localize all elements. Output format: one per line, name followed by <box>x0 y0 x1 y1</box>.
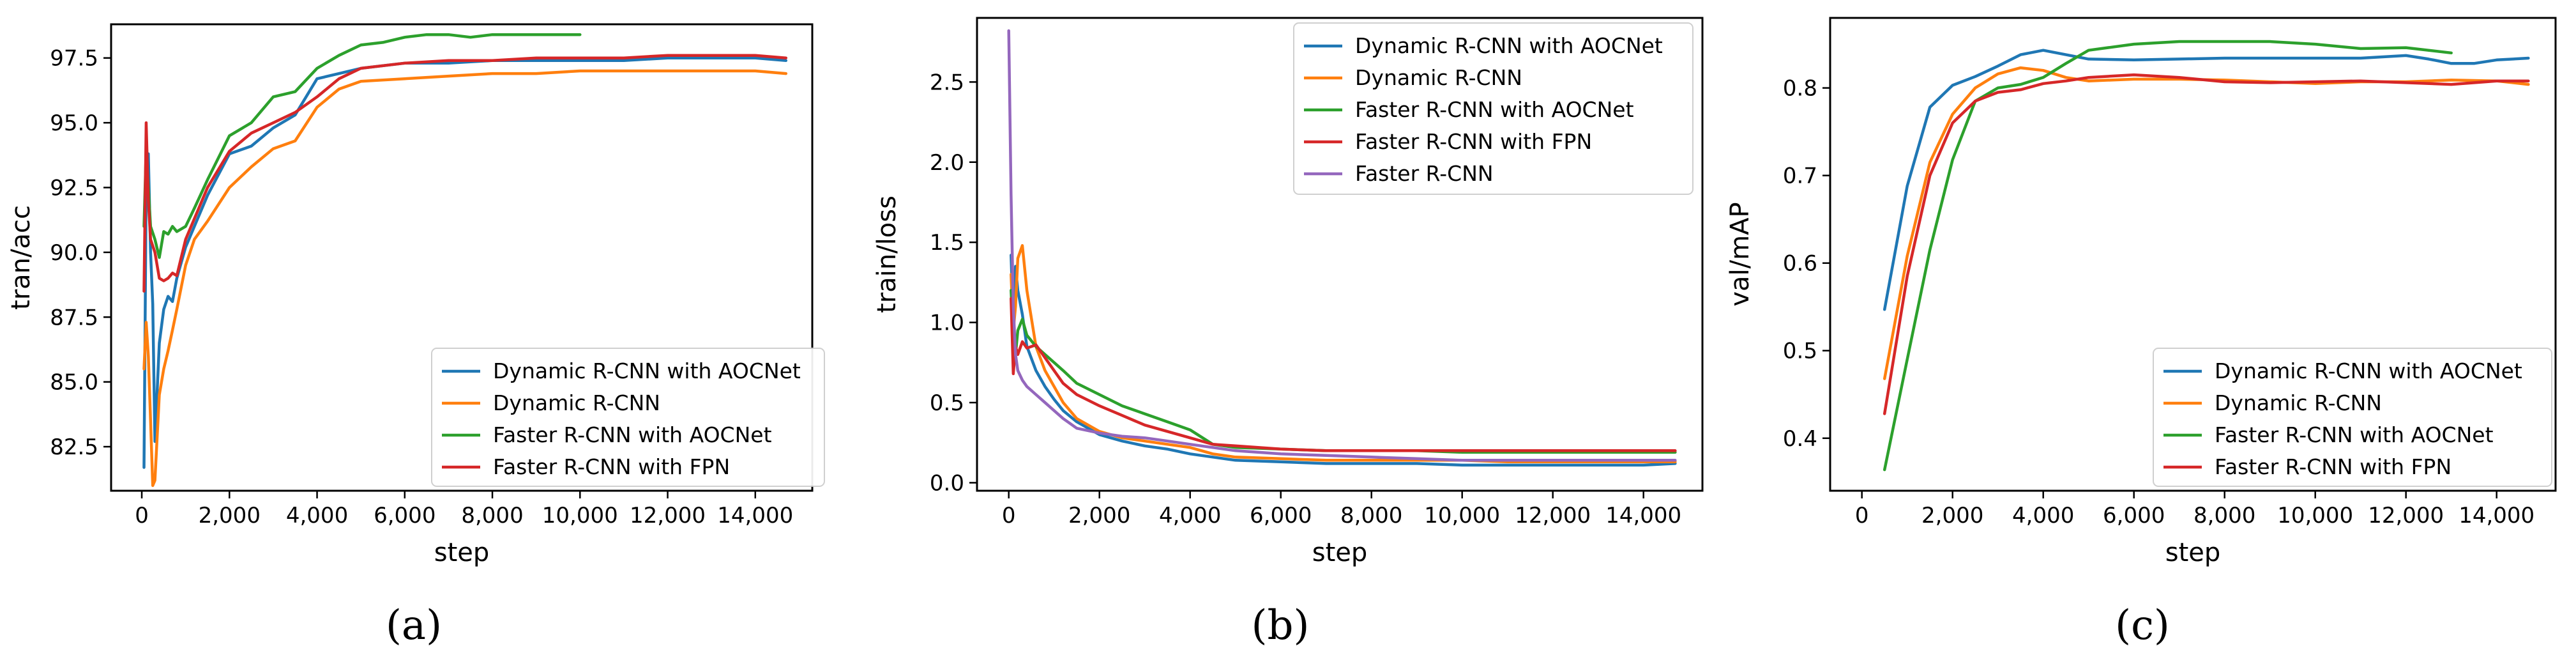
x-tick-label: 14,000 <box>1605 503 1681 528</box>
legend-label: Faster R-CNN with AOCNet <box>493 422 772 447</box>
x-tick-label: 2,000 <box>199 503 261 528</box>
legend-label: Faster R-CNN with FPN <box>1355 129 1592 154</box>
x-axis-label: step <box>434 538 490 567</box>
x-tick-label: 8,000 <box>461 503 523 528</box>
x-tick-label: 6,000 <box>1250 503 1312 528</box>
y-tick-label: 95.0 <box>50 111 98 136</box>
series-line-faster-r-cnn-with-fpn <box>1010 296 1677 452</box>
x-tick-label: 2,000 <box>1921 503 1983 528</box>
x-tick-label: 10,000 <box>542 503 618 528</box>
legend-label: Faster R-CNN with FPN <box>493 454 730 479</box>
x-tick-label: 8,000 <box>1340 503 1402 528</box>
y-axis-label: val/mAP <box>1725 202 1755 306</box>
y-tick-label: 2.5 <box>930 70 964 95</box>
x-tick-label: 12,000 <box>1515 503 1591 528</box>
series-line-faster-r-cnn-with-aocnet <box>142 33 582 259</box>
y-tick-label: 0.5 <box>1783 339 1817 364</box>
legend-label: Dynamic R-CNN <box>2215 390 2382 415</box>
y-tick-label: 90.0 <box>50 240 98 266</box>
x-tick-label: 4,000 <box>2012 503 2074 528</box>
legend: Dynamic R-CNN with AOCNet Dynamic R-CNN Fa… <box>431 348 825 487</box>
y-tick-label: 0.0 <box>930 470 964 496</box>
series-group <box>1007 29 1677 467</box>
y-tick-label: 0.5 <box>930 390 964 416</box>
legend: Dynamic R-CNN with AOCNet Dynamic R-CNN Fa… <box>2153 348 2552 487</box>
plot-frame <box>976 17 1704 492</box>
chart-panel-c: 0 2,000 4,000 6,000 8,000 10,000 12,000 14,000 0… <box>1725 17 2557 649</box>
y-axis-label: tran/acc <box>6 205 36 310</box>
x-tick-label: 14,000 <box>717 503 793 528</box>
chart-panel-a: 0 2,000 4,000 6,000 8,000 10,000 12,000 14,000 8… <box>6 23 825 649</box>
y-tick-label: 0.6 <box>1783 251 1817 277</box>
x-axis-label: step <box>1312 538 1368 567</box>
x-tick-label: 12,000 <box>630 503 706 528</box>
y-tick-label: 1.5 <box>930 230 964 256</box>
x-tick-label: 2,000 <box>1068 503 1130 528</box>
plot-frame <box>1829 17 2557 492</box>
y-tick-label: 92.5 <box>50 176 98 201</box>
series-line-dynamic-r-cnn <box>1883 66 2530 380</box>
legend-label: Dynamic R-CNN with AOCNet <box>493 358 801 383</box>
x-tick-label: 4,000 <box>286 503 348 528</box>
x-tick-label: 0 <box>135 503 149 528</box>
series-line-faster-r-cnn-with-aocnet <box>1010 289 1677 454</box>
panel-label: (b) <box>1252 602 1310 649</box>
series-group <box>142 33 788 488</box>
legend-label: Faster R-CNN with AOCNet <box>2215 422 2494 447</box>
y-tick-label: 97.5 <box>50 46 98 72</box>
x-tick-label: 10,000 <box>2277 503 2353 528</box>
y-axis-label: train/loss <box>872 196 902 313</box>
y-tick-label: 85.0 <box>50 370 98 396</box>
x-tick-label: 6,000 <box>374 503 436 528</box>
legend-frame <box>1293 22 1693 195</box>
x-tick-label: 14,000 <box>2459 503 2534 528</box>
legend-label: Dynamic R-CNN <box>493 390 660 415</box>
y-tick-label: 82.5 <box>50 435 98 460</box>
series-line-dynamic-r-cnn-with-aocnet <box>142 56 788 469</box>
panel-label: (a) <box>386 602 442 649</box>
series-line-faster-r-cnn-with-fpn <box>1883 73 2530 415</box>
legend-label: Dynamic R-CNN with AOCNet <box>2215 358 2522 383</box>
y-tick-label: 0.8 <box>1783 76 1817 102</box>
plot-frame <box>110 23 814 492</box>
legend: Dynamic R-CNN with AOCNet Dynamic R-CNN Fa… <box>1293 22 1693 195</box>
series-line-dynamic-r-cnn <box>1010 243 1677 464</box>
legend-frame <box>2153 348 2552 487</box>
x-tick-label: 6,000 <box>2103 503 2165 528</box>
series-line-dynamic-r-cnn-with-aocnet <box>1883 49 2530 311</box>
panel-label: (c) <box>2115 602 2170 649</box>
x-tick-label: 0 <box>1855 503 1869 528</box>
x-tick-label: 8,000 <box>2193 503 2255 528</box>
chart-panel-b: 0 2,000 4,000 6,000 8,000 10,000 12,000 14,000 0… <box>872 17 1704 649</box>
x-tick-label: 4,000 <box>1159 503 1221 528</box>
series-group <box>1883 40 2530 472</box>
legend-label: Dynamic R-CNN <box>1355 65 1522 90</box>
series-line-faster-r-cnn-with-fpn <box>142 54 788 293</box>
legend-label: Faster R-CNN with AOCNet <box>1355 97 1634 122</box>
legend-label: Dynamic R-CNN with AOCNet <box>1355 33 1663 58</box>
series-line-faster-r-cnn-with-aocnet <box>1883 40 2453 472</box>
x-tick-label: 10,000 <box>1424 503 1500 528</box>
y-tick-label: 0.4 <box>1783 426 1817 452</box>
legend-label: Faster R-CNN with FPN <box>2215 454 2451 479</box>
y-tick-label: 87.5 <box>50 305 98 330</box>
legend-frame <box>431 348 825 487</box>
x-axis-label: step <box>2165 538 2221 567</box>
x-tick-label: 12,000 <box>2368 503 2444 528</box>
y-tick-label: 0.7 <box>1783 164 1817 189</box>
x-tick-label: 0 <box>1002 503 1016 528</box>
y-tick-label: 1.0 <box>930 311 964 336</box>
y-tick-label: 2.0 <box>930 150 964 176</box>
legend-label: Faster R-CNN <box>1355 161 1494 186</box>
series-line-dynamic-r-cnn <box>142 69 788 488</box>
series-line-faster-r-cnn <box>1007 29 1677 462</box>
